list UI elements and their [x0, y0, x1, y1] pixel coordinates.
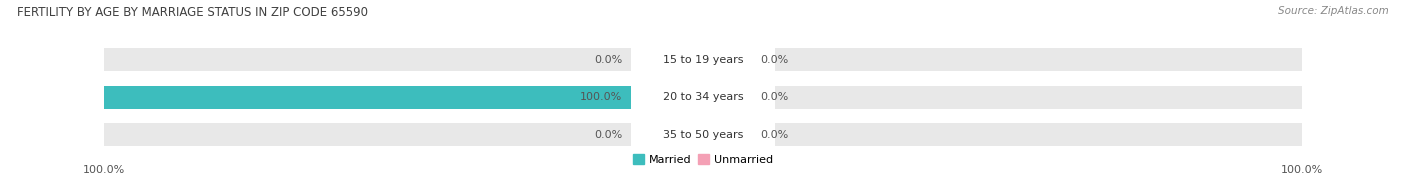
Bar [631, 123, 775, 146]
Text: Source: ZipAtlas.com: Source: ZipAtlas.com [1278, 6, 1389, 16]
Bar [104, 123, 703, 146]
Text: 0.0%: 0.0% [593, 55, 621, 65]
Bar [703, 123, 1302, 146]
Bar [631, 48, 775, 71]
Text: FERTILITY BY AGE BY MARRIAGE STATUS IN ZIP CODE 65590: FERTILITY BY AGE BY MARRIAGE STATUS IN Z… [17, 6, 368, 19]
Bar [104, 48, 703, 71]
Bar [703, 48, 747, 71]
Text: 0.0%: 0.0% [759, 130, 789, 140]
Bar [703, 48, 751, 71]
Bar [631, 86, 775, 109]
Text: 100.0%: 100.0% [579, 92, 621, 102]
Text: 0.0%: 0.0% [593, 130, 621, 140]
Legend: Married, Unmarried: Married, Unmarried [633, 154, 773, 165]
Text: 0.0%: 0.0% [759, 92, 789, 102]
Text: 15 to 19 years: 15 to 19 years [662, 55, 744, 65]
Bar [703, 86, 1302, 109]
Bar [703, 48, 1302, 71]
Text: 35 to 50 years: 35 to 50 years [662, 130, 744, 140]
Text: 0.0%: 0.0% [759, 55, 789, 65]
Bar [703, 123, 747, 146]
Bar [703, 86, 751, 109]
Bar [703, 123, 751, 146]
Text: 20 to 34 years: 20 to 34 years [662, 92, 744, 102]
Bar [104, 86, 703, 109]
Bar [104, 86, 703, 109]
